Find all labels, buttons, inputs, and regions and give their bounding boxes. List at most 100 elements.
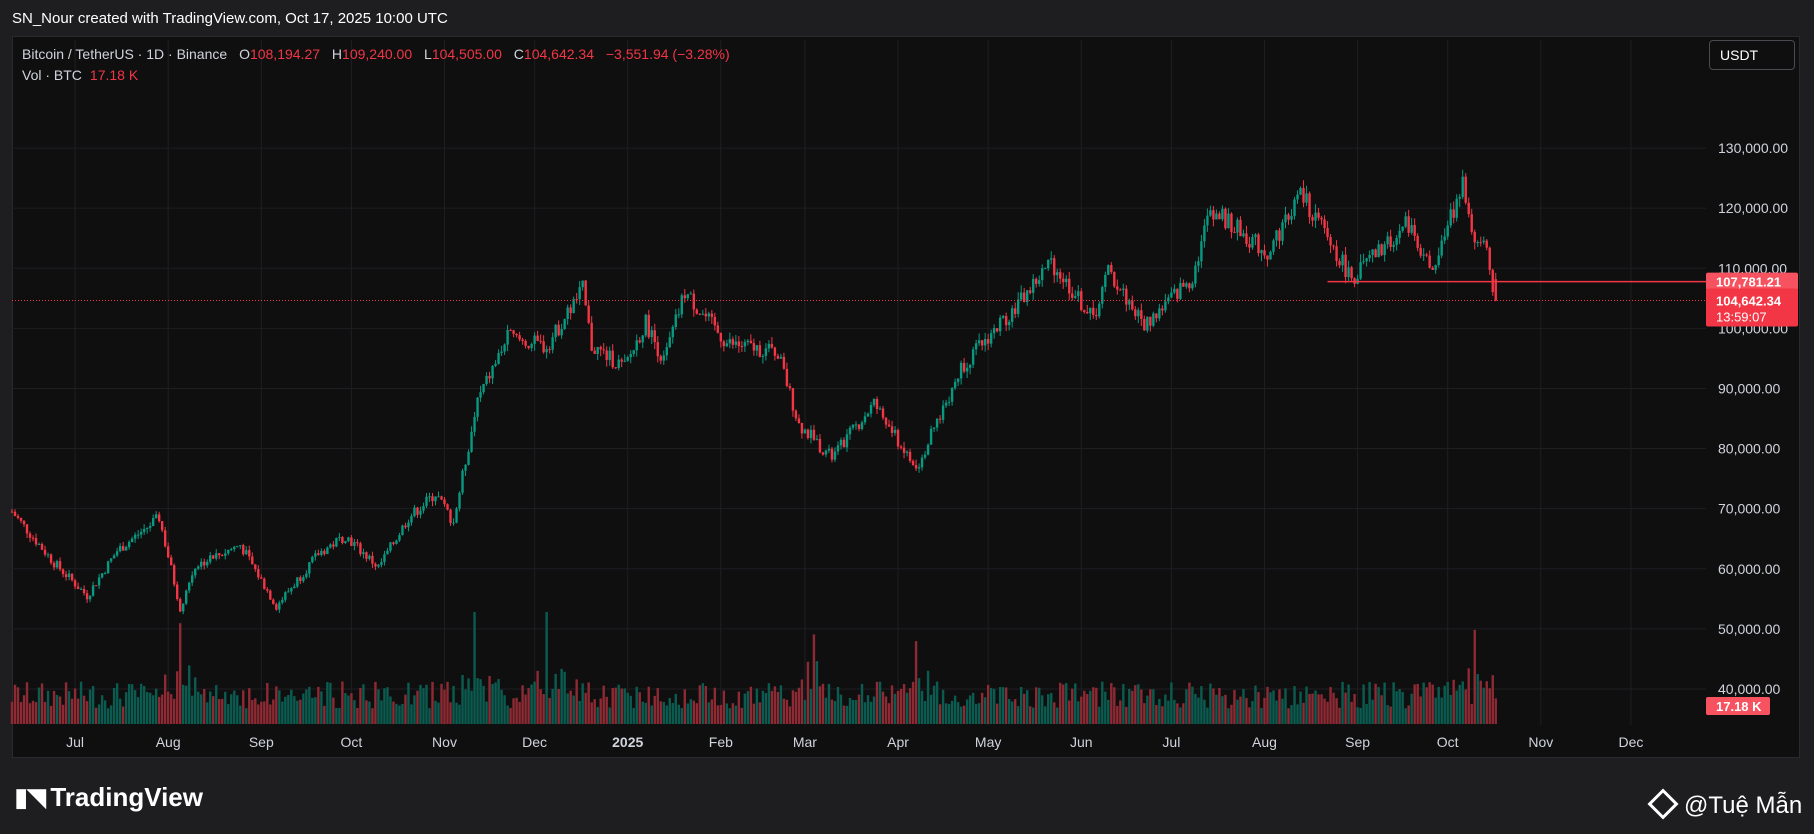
candle-body bbox=[163, 530, 167, 547]
candle-body bbox=[638, 340, 641, 343]
volume-bar bbox=[43, 701, 47, 724]
volume-bar bbox=[1004, 687, 1008, 724]
volume-bar bbox=[341, 681, 344, 724]
candle-body bbox=[94, 585, 98, 587]
volume-bar bbox=[920, 690, 924, 724]
volume-bar bbox=[425, 684, 428, 724]
volume-bar bbox=[1404, 708, 1407, 724]
candle-body bbox=[1308, 193, 1311, 218]
candle-body bbox=[1482, 240, 1485, 243]
candle-body bbox=[1254, 234, 1257, 238]
volume-bar bbox=[1086, 694, 1089, 724]
volume-bar bbox=[1209, 683, 1212, 724]
volume-bar bbox=[1143, 703, 1146, 724]
candle-body bbox=[1467, 202, 1470, 215]
volume-bar bbox=[605, 696, 608, 724]
volume-bar bbox=[623, 688, 626, 724]
candle-body bbox=[1110, 265, 1113, 273]
candle-body bbox=[533, 335, 536, 344]
top-bar: SN_Nour created with TradingView.com, Oc… bbox=[0, 0, 1814, 36]
x-tick-label: Jul bbox=[66, 734, 84, 750]
volume-bar bbox=[1482, 687, 1485, 724]
high-value: 109,240.00 bbox=[342, 46, 413, 62]
volume-bar bbox=[1266, 686, 1269, 724]
candle-body bbox=[1071, 293, 1074, 298]
volume-bar bbox=[542, 694, 545, 724]
volume-bar bbox=[106, 708, 110, 724]
candle-body bbox=[1239, 219, 1242, 237]
candle-body bbox=[893, 429, 897, 433]
volume-bar bbox=[1380, 695, 1383, 724]
volume-bar bbox=[827, 683, 831, 724]
candle-body bbox=[335, 538, 338, 547]
candle-body bbox=[1389, 236, 1392, 247]
volume-bar bbox=[488, 676, 491, 724]
candle-body bbox=[1131, 300, 1134, 310]
candle-body bbox=[839, 439, 843, 446]
symbol-title[interactable]: Bitcoin / TetherUS · 1D · Binance bbox=[22, 46, 228, 62]
volume-bar bbox=[1473, 629, 1476, 724]
volume-bar bbox=[166, 691, 170, 724]
candle-body bbox=[665, 347, 668, 356]
volume-bar bbox=[1491, 675, 1494, 724]
volume-bar bbox=[494, 682, 497, 724]
volume-bar bbox=[1467, 668, 1470, 724]
candle-body bbox=[320, 550, 323, 555]
volume-bar bbox=[1013, 699, 1017, 724]
candle-body bbox=[461, 470, 464, 493]
volume-bar bbox=[662, 701, 665, 724]
currency-button[interactable]: USDT bbox=[1709, 40, 1795, 70]
x-tick-label: Feb bbox=[709, 734, 733, 750]
candle-body bbox=[43, 549, 47, 555]
candle-body bbox=[1242, 233, 1245, 237]
candle-body bbox=[872, 398, 876, 405]
candle-body bbox=[488, 375, 491, 379]
candle-body bbox=[947, 401, 951, 403]
volume-bar bbox=[980, 692, 984, 724]
volume-bar bbox=[10, 701, 14, 724]
volume-bar bbox=[1434, 697, 1437, 724]
candle-body bbox=[1338, 261, 1341, 266]
volume-bar bbox=[707, 702, 711, 724]
volume-bar bbox=[1413, 684, 1416, 724]
candle-body bbox=[587, 305, 590, 323]
candle-body bbox=[37, 543, 41, 545]
candle-body bbox=[1158, 308, 1161, 319]
volume-bar bbox=[257, 704, 260, 724]
tradingview-logo[interactable]: ▮◥ TradingView bbox=[14, 782, 203, 813]
candle-body bbox=[130, 538, 134, 542]
candle-body bbox=[326, 547, 329, 555]
volume-bar bbox=[1236, 699, 1239, 724]
candle-body bbox=[1368, 254, 1371, 259]
volume-bar bbox=[1284, 688, 1287, 724]
candle-body bbox=[749, 340, 753, 344]
candle-body bbox=[959, 362, 963, 379]
candle-body bbox=[1446, 225, 1449, 237]
volume-bar bbox=[413, 695, 416, 724]
candle-body bbox=[1470, 214, 1473, 232]
volume-bar bbox=[308, 686, 311, 724]
volume-bar bbox=[815, 661, 819, 724]
candle-body bbox=[1004, 315, 1008, 326]
volume-bar bbox=[206, 702, 209, 724]
volume-bar bbox=[692, 700, 696, 724]
candle-body bbox=[566, 307, 569, 320]
candle-body bbox=[121, 546, 125, 551]
candle-body bbox=[977, 340, 981, 344]
volume-bar bbox=[725, 703, 729, 724]
chart-pane[interactable] bbox=[12, 36, 1800, 758]
volume-bar bbox=[148, 692, 152, 724]
volume-bar bbox=[842, 705, 846, 724]
volume-label[interactable]: Vol · BTC bbox=[22, 67, 82, 83]
candle-body bbox=[82, 588, 86, 594]
candle-body bbox=[1326, 228, 1329, 238]
volume-bar bbox=[70, 698, 74, 724]
volume-bar bbox=[938, 704, 942, 724]
candle-body bbox=[929, 428, 933, 445]
candle-body bbox=[1095, 315, 1098, 317]
candle-body bbox=[106, 561, 110, 574]
volume-bar bbox=[1371, 699, 1374, 724]
volume-bar bbox=[1068, 700, 1071, 724]
candle-body bbox=[1476, 242, 1479, 244]
